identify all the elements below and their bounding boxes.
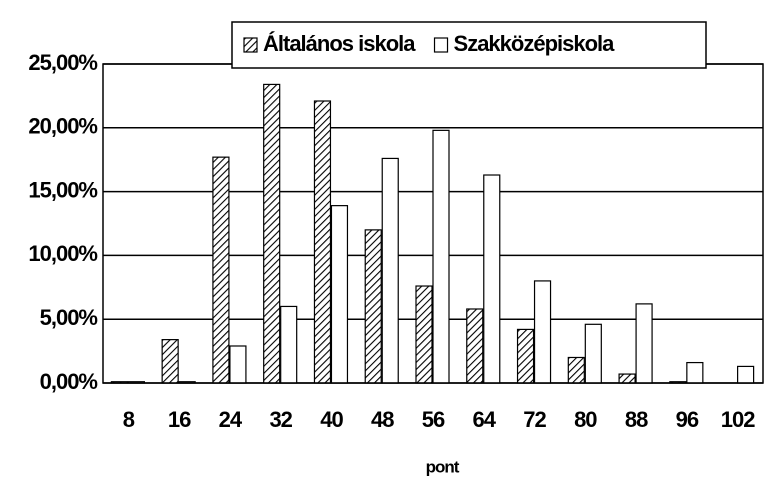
bar: [432, 129, 450, 384]
x-tick-label: 102: [721, 407, 755, 432]
x-tick-label: 24: [219, 407, 243, 432]
bar: [533, 280, 552, 384]
bar: [686, 361, 704, 384]
bar: [330, 205, 349, 384]
x-tick-label: 32: [269, 407, 292, 432]
y-tick-label: 0,00%: [40, 369, 98, 394]
bar: [737, 365, 755, 384]
bar: [584, 323, 602, 384]
bar: [313, 100, 332, 384]
bar: [567, 356, 585, 384]
x-tick-label: 64: [473, 407, 497, 432]
bar: [483, 174, 501, 384]
y-tick-label: 15,00%: [28, 177, 97, 202]
bar: [466, 308, 484, 384]
x-tick-label: 88: [625, 407, 648, 432]
x-tick-label: 48: [371, 407, 394, 432]
y-tick-label: 10,00%: [28, 241, 97, 266]
bar: [381, 157, 399, 384]
bar: [161, 339, 179, 384]
bar: [280, 305, 298, 384]
bar: [618, 373, 636, 384]
legend-swatch: [243, 37, 258, 53]
legend-box: [231, 21, 707, 69]
y-tick-label: 20,00%: [28, 114, 97, 139]
legend-label: Általános iskola: [263, 31, 416, 56]
x-tick-label: 16: [168, 407, 191, 432]
bar: [516, 328, 535, 384]
y-tick-label: 25,00%: [28, 50, 97, 75]
y-tick-label: 5,00%: [40, 305, 98, 330]
bar: [229, 345, 247, 384]
bar: [364, 229, 382, 384]
x-tick-label: 8: [123, 407, 135, 432]
bar: [415, 285, 433, 384]
x-tick-label: 80: [574, 407, 597, 432]
bar: [212, 156, 230, 384]
x-axis-label: pont: [426, 457, 460, 476]
x-tick-label: 40: [320, 407, 343, 432]
bar: [635, 303, 653, 384]
legend-label: Szakközépiskola: [454, 31, 616, 56]
x-tick-label: 56: [422, 407, 445, 432]
x-tick-label: 96: [676, 407, 699, 432]
bar: [263, 83, 281, 384]
legend-swatch: [433, 37, 449, 53]
x-tick-label: 72: [523, 407, 546, 432]
